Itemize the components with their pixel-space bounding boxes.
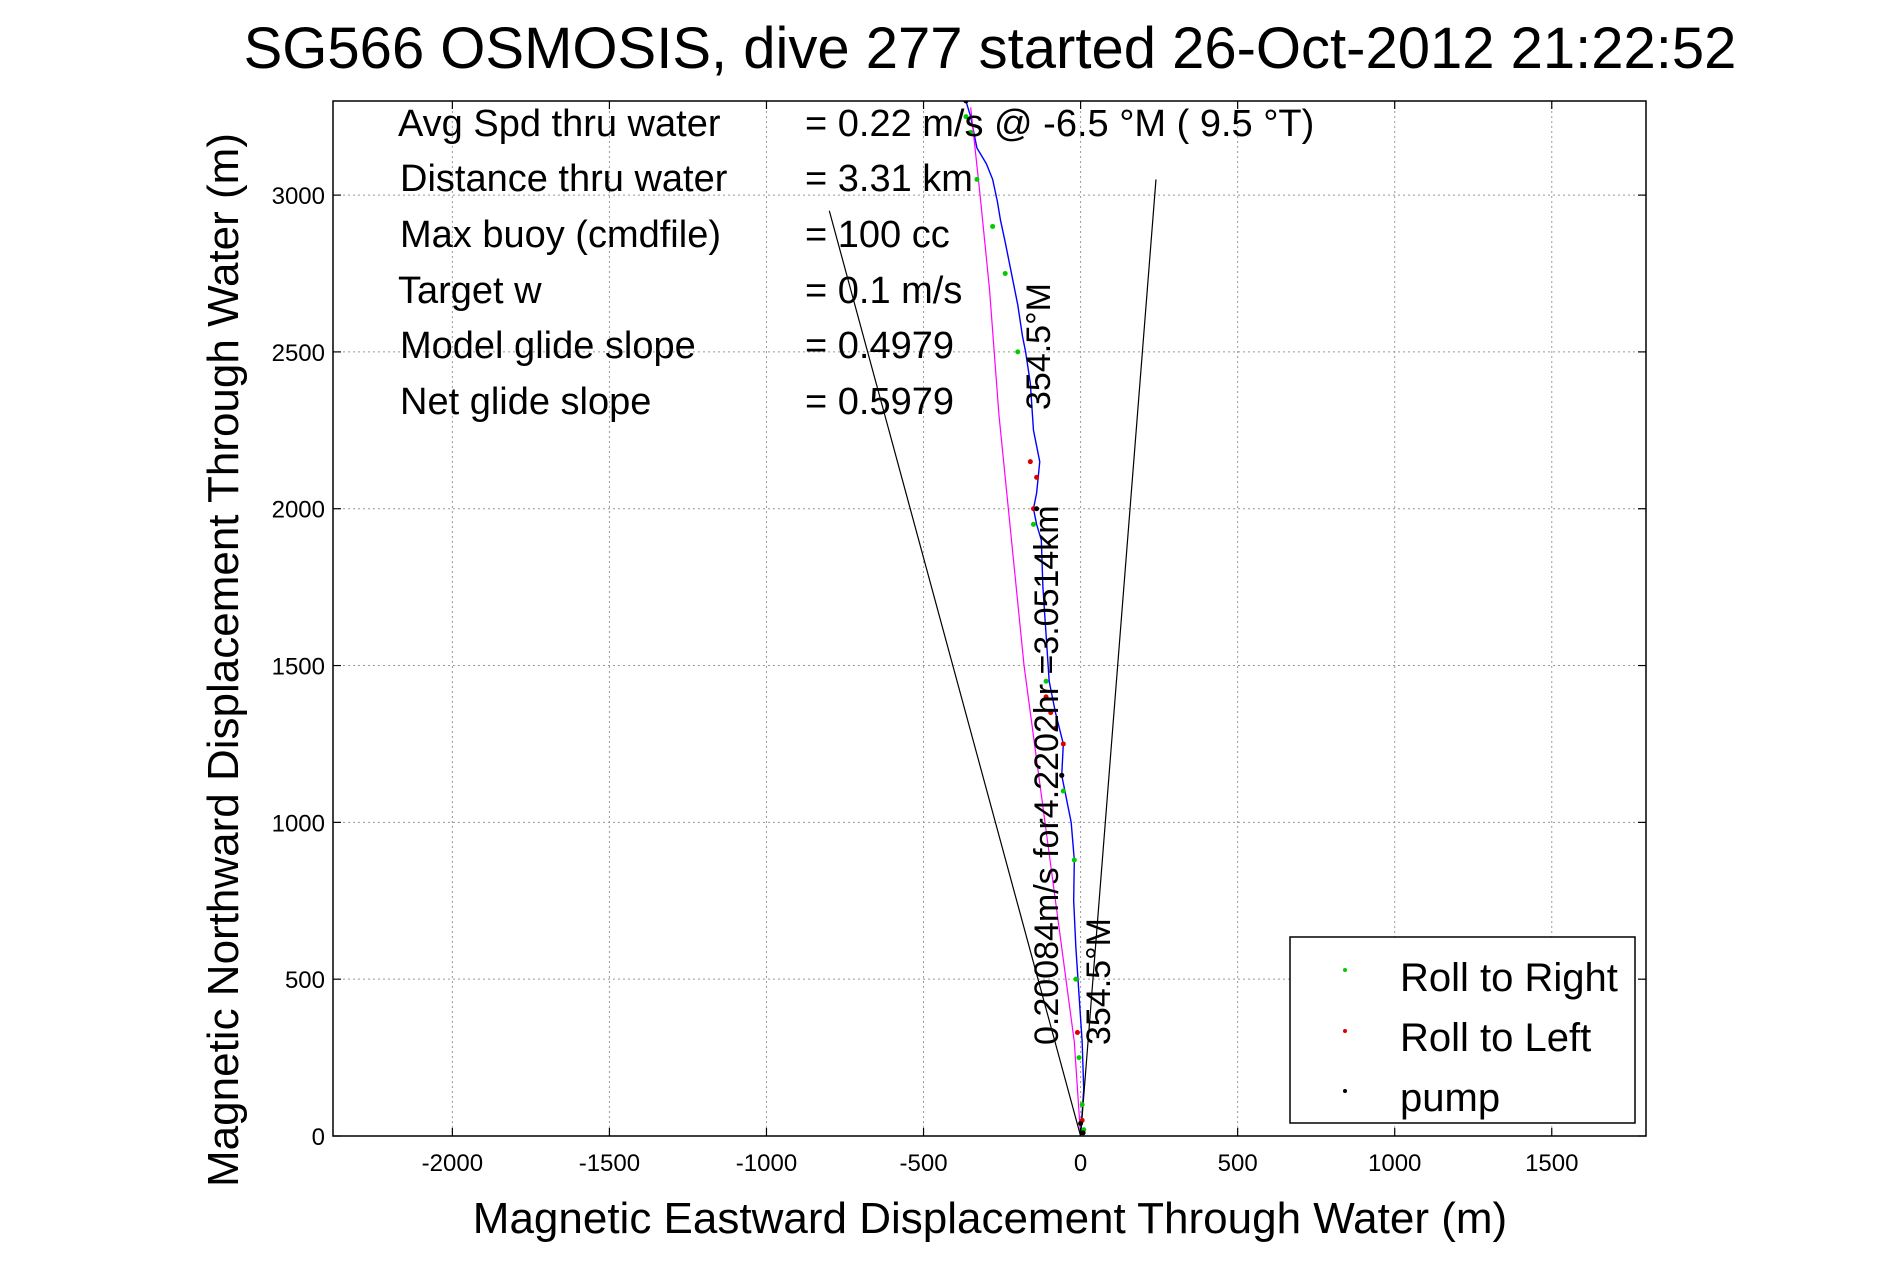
stat-value-distance: = 3.31 km [805,158,973,200]
point-pump [1078,1120,1084,1126]
point-roll-to-left [1027,459,1033,465]
point-roll-to-left [1034,474,1040,480]
stat-label-target-w: Target w [398,270,542,312]
point-roll-to-right [963,114,969,120]
stat-value-model-glide: = 0.4979 [805,325,954,367]
annotation-speed-distance: 0.20084m/s for4.2202hr =3.0514km [1028,505,1066,1045]
y-tick-label: 0 [312,1124,325,1151]
series-layer [828,101,1157,1136]
point-pump [1080,1130,1086,1136]
point-roll-to-left [1048,710,1054,716]
x-axis-title: Magnetic Eastward Displacement Through W… [473,1194,1507,1243]
x-tick-label: 500 [1218,1150,1258,1177]
x-tick-label: -500 [900,1150,948,1177]
annotations: 354.5°M 0.20084m/s for4.2202hr =3.0514km… [1020,283,1118,1045]
legend: Roll to Right Roll to Left pump [1289,936,1636,1124]
annotation-heading-bottom: 354.5°M [1080,918,1118,1045]
stat-label-net-glide: Net glide slope [400,381,651,423]
y-axis-title: Magnetic Northward Displacement Through … [199,133,248,1187]
x-tick-label: 1000 [1368,1150,1421,1177]
legend-marker-roll-left [1343,1029,1347,1033]
x-tick-label: -2000 [422,1150,483,1177]
point-roll-to-left [1043,694,1049,700]
x-tick-label: -1000 [736,1150,797,1177]
annotation-heading-top: 354.5°M [1020,283,1058,410]
point-roll-to-right [1002,271,1008,276]
x-tick-label: -1500 [579,1150,640,1177]
point-roll-to-right [974,176,980,182]
stats-block: Avg Spd thru water = 0.22 m/s @ -6.5 °M … [398,103,1314,423]
stat-label-model-glide: Model glide slope [400,325,696,367]
y-tick-label: 1000 [272,810,325,837]
point-roll-to-left [1074,1030,1080,1035]
point-roll-to-right [1060,788,1066,794]
point-roll-to-right [1030,521,1036,527]
legend-marker-roll-right [1343,968,1347,972]
point-roll-to-right [1079,1102,1085,1108]
stat-label-speed: Avg Spd thru water [398,103,721,145]
legend-marker-pump [1343,1089,1347,1093]
point-roll-to-right [1073,976,1079,982]
x-tick-label: 1500 [1525,1150,1578,1177]
point-roll-to-left [1060,741,1066,747]
legend-label-roll-left: Roll to Left [1400,1016,1591,1060]
stat-value-buoy: = 100 cc [805,214,950,256]
y-tick-label: 2000 [272,497,325,524]
series-heading-wedge [828,179,1157,1136]
point-roll-to-right [1076,1055,1082,1061]
point-pump [1059,772,1065,778]
point-roll-to-right [1071,857,1077,863]
chart-title: SG566 OSMOSIS, dive 277 started 26-Oct-2… [244,16,1737,81]
point-roll-to-right [990,223,996,229]
y-tick-label: 2500 [272,340,325,367]
stat-value-speed: = 0.22 m/s @ -6.5 °M ( 9.5 °T) [805,103,1314,145]
point-pump [1034,506,1040,512]
point-roll-to-right [1015,349,1021,355]
y-tick-label: 1500 [272,654,325,681]
axis-ticks: -2000 -1500 -1000 -500 0 500 1000 1500 0 500 1000 1… [272,101,1646,1177]
y-tick-label: 500 [285,967,325,994]
x-tick-label: 0 [1074,1150,1087,1177]
point-roll-to-right [1043,678,1049,684]
point-roll-to-right [968,129,974,135]
stat-value-target-w: = 0.1 m/s [805,270,962,312]
stat-label-buoy: Max buoy (cmdfile) [400,214,721,256]
plot-frame [332,100,1647,1137]
legend-label-pump: pump [1400,1076,1500,1120]
stat-value-net-glide: = 0.5979 [805,381,954,423]
legend-label-roll-right: Roll to Right [1400,956,1618,1000]
y-tick-label: 3000 [272,183,325,210]
point-roll-to-left [1052,725,1058,731]
legend-box [1289,936,1636,1124]
stat-label-distance: Distance thru water [400,158,728,200]
series-glide-line [970,107,1082,1136]
